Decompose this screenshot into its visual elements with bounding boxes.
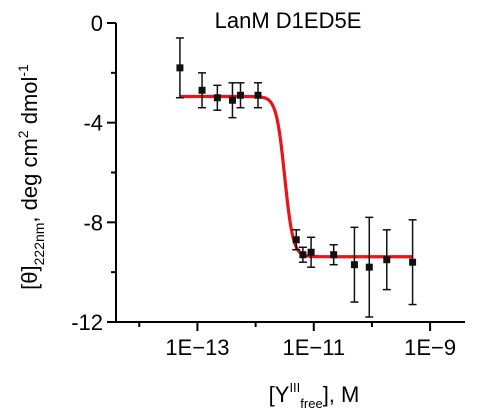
y-tick-label: 0: [91, 11, 103, 36]
x-axis-label: [YIIIfree], M: [269, 380, 360, 411]
data-points-layer: [175, 37, 417, 318]
data-point: [382, 229, 391, 291]
data-point: [298, 246, 307, 263]
point-marker: [176, 64, 184, 72]
point-marker: [213, 94, 221, 102]
point-marker: [254, 91, 262, 99]
y-tick-label: -12: [71, 310, 103, 335]
data-point: [292, 229, 301, 251]
y-tick-label: -8: [83, 210, 103, 235]
x-tick-label: 1E−13: [165, 335, 229, 360]
data-point: [198, 72, 207, 109]
x-tick-label: 1E−9: [404, 335, 456, 360]
point-marker: [299, 251, 307, 259]
point-marker: [365, 263, 373, 271]
point-marker: [383, 256, 391, 264]
y-axis-label: [θ]222nm, deg cm2 dmol-1: [15, 64, 47, 290]
point-marker: [198, 86, 206, 94]
data-point: [175, 37, 184, 99]
data-point: [236, 82, 245, 109]
data-point: [365, 216, 374, 318]
data-point: [307, 236, 316, 268]
point-marker: [409, 258, 417, 266]
y-tick-label: -4: [83, 111, 103, 136]
axes: 0 -4 -8 -12 1E−13 1E−11 1E−9: [71, 11, 465, 360]
data-point: [350, 226, 359, 303]
point-marker: [330, 251, 338, 259]
data-point: [213, 84, 222, 111]
data-point: [254, 82, 263, 109]
data-point: [329, 244, 338, 266]
point-marker: [350, 261, 358, 269]
data-point: [228, 82, 237, 119]
x-tick-label: 1E−11: [282, 335, 345, 360]
point-marker: [292, 236, 300, 244]
data-point: [408, 219, 417, 306]
point-marker: [228, 96, 236, 104]
point-marker: [236, 91, 244, 99]
chart-title: LanM D1ED5E: [215, 8, 362, 33]
point-marker: [307, 248, 315, 256]
